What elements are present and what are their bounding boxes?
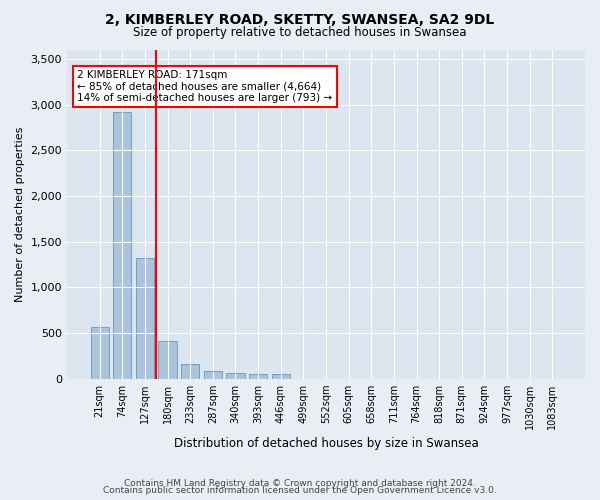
Bar [136, 258, 154, 378]
Bar [226, 373, 245, 378]
Bar [91, 326, 109, 378]
Y-axis label: Number of detached properties: Number of detached properties [15, 126, 25, 302]
X-axis label: Distribution of detached houses by size in Swansea: Distribution of detached houses by size … [173, 437, 478, 450]
Text: 2 KIMBERLEY ROAD: 171sqm
← 85% of detached houses are smaller (4,664)
14% of sem: 2 KIMBERLEY ROAD: 171sqm ← 85% of detach… [77, 70, 332, 103]
Text: 2, KIMBERLEY ROAD, SKETTY, SWANSEA, SA2 9DL: 2, KIMBERLEY ROAD, SKETTY, SWANSEA, SA2 … [106, 12, 494, 26]
Text: Contains public sector information licensed under the Open Government Licence v3: Contains public sector information licen… [103, 486, 497, 495]
Text: Size of property relative to detached houses in Swansea: Size of property relative to detached ho… [133, 26, 467, 39]
Bar [113, 112, 131, 378]
Bar [272, 374, 290, 378]
Bar [158, 341, 176, 378]
Bar [204, 372, 222, 378]
Bar [249, 374, 267, 378]
Text: Contains HM Land Registry data © Crown copyright and database right 2024.: Contains HM Land Registry data © Crown c… [124, 478, 476, 488]
Bar [181, 364, 199, 378]
